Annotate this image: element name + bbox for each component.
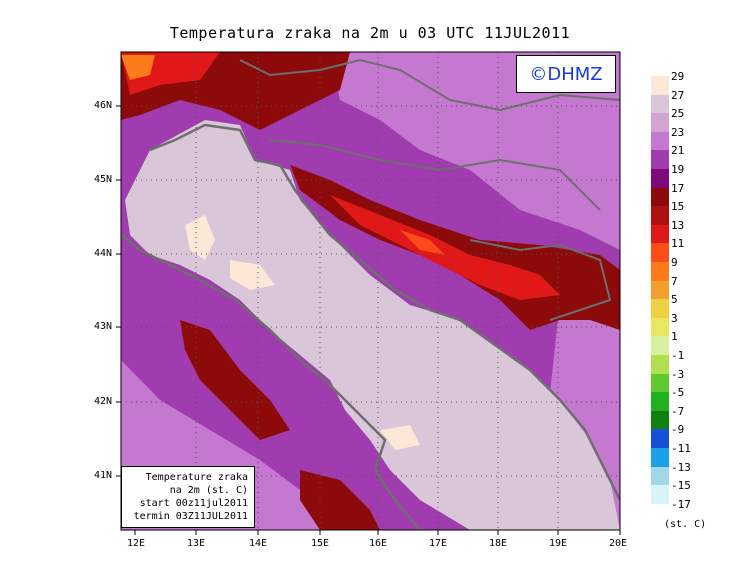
colorbar-label: -13 — [671, 460, 691, 474]
lon-label: 17E — [429, 538, 448, 549]
colorbar-label: 11 — [671, 237, 685, 251]
colorbar-swatch — [651, 485, 669, 505]
lon-label: 13E — [187, 538, 206, 549]
apennines-warm — [180, 320, 290, 440]
colorbar-swatch — [651, 392, 669, 412]
lon-label: 16E — [369, 538, 388, 549]
lon-label: 20E — [609, 538, 628, 549]
colorbar-swatch — [651, 299, 669, 319]
colorbar-label: -3 — [671, 367, 685, 381]
colorbar-label: 5 — [671, 293, 678, 307]
colorbar-swatch — [651, 410, 669, 430]
alps-orange — [121, 55, 155, 80]
sea-warm-south — [230, 260, 275, 290]
colorbar-label: 15 — [671, 200, 685, 214]
colorbar-swatch — [651, 336, 669, 356]
lat-label: 41N — [94, 470, 113, 481]
colorbar-swatch — [651, 317, 669, 337]
lat-label: 43N — [94, 321, 113, 332]
lat-label: 46N — [94, 100, 113, 111]
colorbar-label: -11 — [671, 442, 691, 455]
colorbar-label: 13 — [671, 218, 685, 232]
colorbar-label: -5 — [671, 386, 685, 400]
colorbar-swatch — [651, 355, 669, 375]
lat-label: 42N — [94, 396, 113, 407]
lon-label: 12E — [127, 538, 146, 549]
colorbar-label: -15 — [671, 479, 691, 493]
colorbar-label: 27 — [671, 88, 685, 102]
colorbar-label: -17 — [671, 497, 691, 511]
coastline-italy — [121, 234, 421, 530]
colorbar-swatch — [651, 448, 669, 468]
adriatic-sea — [125, 120, 620, 530]
info-line-3: start 00z11jul2011 — [139, 498, 248, 509]
map-frame — [120, 51, 621, 531]
colorbar-units: (st. C) — [664, 519, 707, 530]
dhmz-copyright-badge: ©DHMZ — [516, 55, 616, 93]
colorbar-label: 29 — [671, 70, 685, 83]
colorbar-swatch — [651, 187, 669, 207]
colorbar-label: 3 — [671, 311, 678, 325]
country-borders — [239, 58, 620, 321]
colorbar-swatch — [651, 150, 669, 170]
land-pink-east — [330, 52, 620, 250]
coastline-east — [149, 123, 620, 501]
lon-label: 15E — [311, 538, 330, 549]
colorbar-swatch — [651, 224, 669, 244]
colorbar-swatch — [651, 373, 669, 393]
colorbar-swatch — [651, 280, 669, 300]
colorbar-label: 1 — [671, 330, 678, 344]
lat-label: 45N — [94, 174, 113, 185]
colorbar-label: -9 — [671, 423, 685, 437]
lat-label: 44N — [94, 248, 113, 259]
info-line-4: termin 03Z11JUL2011 — [133, 511, 248, 522]
colorbar-label: 9 — [671, 256, 678, 269]
info-line-1: Temperature zraka — [145, 472, 248, 483]
colorbar-swatch — [651, 131, 669, 151]
colorbar-swatch — [651, 94, 669, 114]
colorbar-label: -7 — [671, 404, 685, 418]
lon-label: 14E — [249, 538, 268, 549]
colorbar-swatch — [651, 206, 669, 226]
info-line-2: na 2m (st. C) — [169, 485, 248, 496]
colorbar-swatch — [651, 113, 669, 133]
dinarides-orange — [400, 230, 445, 255]
colorbar-swatch — [651, 262, 669, 282]
dinarides-hot — [330, 195, 560, 300]
colorbar-label: 23 — [671, 125, 685, 139]
sea-warm-north — [185, 215, 215, 260]
forecast-info-box: Temperature zraka na 2m (st. C) start 00… — [121, 466, 255, 528]
colorbar-label: 7 — [671, 274, 678, 288]
map-title: Temperatura zraka na 2m u 03 UTC 11JUL20… — [169, 24, 571, 42]
colorbar-swatch — [651, 429, 669, 449]
colorbar-swatch — [651, 466, 669, 486]
colorbar-swatch — [651, 169, 669, 189]
colorbar-label: -1 — [671, 349, 685, 362]
colorbar-label: 21 — [671, 144, 685, 158]
apennines-south — [300, 470, 380, 530]
sea-warm-coast — [380, 425, 420, 450]
lon-label: 19E — [549, 538, 568, 549]
colorbar-swatch — [651, 76, 669, 96]
lon-label: 18E — [489, 538, 508, 549]
colorbar-label: 19 — [671, 163, 685, 176]
colorbar-swatch — [651, 243, 669, 263]
colorbar-label: 25 — [671, 107, 685, 121]
colorbar-label: 17 — [671, 181, 685, 195]
